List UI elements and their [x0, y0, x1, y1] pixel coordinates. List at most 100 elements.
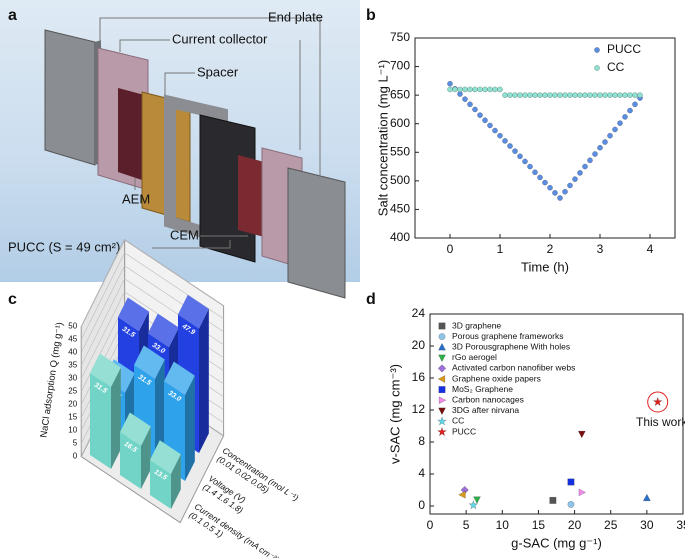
bar-top-shade	[120, 412, 151, 447]
end-plate	[44, 29, 96, 166]
diagram-label: PUCC (S = 49 cm²)	[8, 239, 120, 254]
bar-top	[90, 353, 121, 388]
data-point	[467, 86, 473, 93]
legend-label: PUCC	[607, 42, 641, 56]
bar-top	[150, 440, 181, 474]
bar	[120, 412, 151, 489]
y-axis-label: v-SAC (mg cm⁻³)	[387, 364, 402, 464]
bar-side-shade	[171, 454, 181, 509]
data-point	[597, 92, 603, 98]
data-point	[462, 96, 468, 102]
bar-top-shade	[164, 361, 195, 396]
data-point	[602, 92, 608, 98]
y-tick-label: 16	[412, 370, 426, 384]
x-axis-label: g-SAC (mg g⁻¹)	[511, 535, 602, 550]
data-point	[567, 500, 575, 508]
data-point	[632, 92, 638, 98]
x-tick-label: 0	[427, 518, 434, 532]
data-point	[627, 92, 633, 98]
legend-marker	[438, 407, 446, 416]
data-point	[473, 496, 481, 504]
x-axis-label: Time (h)	[521, 259, 569, 274]
data-point	[547, 92, 553, 98]
data-point	[592, 92, 598, 98]
data-point	[472, 86, 478, 93]
legend-marker	[438, 342, 446, 351]
data-point	[507, 92, 513, 98]
x-tick-label: 5	[463, 518, 470, 532]
legend-label: 3D Porousgraphene With holes	[452, 341, 570, 351]
data-point	[627, 107, 633, 114]
bar-side	[199, 308, 209, 453]
data-point	[557, 92, 563, 98]
diagram-label: CEM	[170, 227, 199, 242]
data-point	[507, 143, 513, 149]
data-point	[577, 92, 583, 98]
data-point	[462, 86, 468, 93]
data-point	[522, 158, 528, 165]
data-point	[517, 153, 523, 160]
bar-side-shade	[199, 308, 209, 453]
data-point	[537, 174, 543, 181]
y-tick-label: 4	[418, 466, 425, 480]
y-tick-label: 400	[390, 230, 410, 244]
y-tick-label: 8	[418, 434, 425, 448]
data-point	[487, 122, 493, 129]
bar	[150, 440, 181, 509]
legend-label: CC	[452, 416, 464, 426]
data-point	[572, 176, 578, 182]
data-point	[592, 151, 598, 157]
bar	[90, 353, 121, 469]
legend-label: MoS₂ Graphene	[452, 384, 513, 394]
data-point	[607, 92, 613, 98]
bar-top	[148, 313, 179, 348]
leader-line	[152, 240, 231, 249]
legend-label: rGo aerogel	[452, 352, 497, 362]
y-tick-label: 500	[390, 173, 410, 187]
bar-side-shade	[111, 367, 121, 469]
leader-line	[119, 39, 301, 150]
bar-front	[90, 373, 111, 469]
data-point	[457, 86, 463, 93]
data-point	[482, 86, 488, 93]
panel-label: a	[8, 7, 17, 24]
data-point	[642, 493, 651, 502]
end-plate	[287, 167, 346, 299]
data-point	[622, 114, 628, 120]
bar-top-shade	[118, 297, 149, 332]
data-point	[502, 92, 508, 98]
leader-line	[99, 17, 321, 175]
legend-marker	[594, 65, 600, 71]
data-point	[612, 92, 618, 98]
y-tick-label: 20	[412, 338, 426, 352]
data-point	[447, 86, 453, 93]
data-point	[572, 92, 578, 98]
data-point	[557, 195, 563, 201]
data-point	[512, 148, 518, 154]
data-point	[582, 92, 588, 98]
legend-marker	[438, 386, 446, 394]
y-axis-label: Salt concentration (mg L⁻¹)	[375, 60, 390, 216]
legend-marker	[438, 396, 447, 405]
bar-top-shade	[134, 345, 165, 380]
x-tick-label: 35	[676, 518, 685, 532]
z-tick-label: 45	[68, 335, 77, 344]
legend-marker	[437, 364, 447, 373]
x-tick-label: 0	[447, 242, 454, 256]
data-point	[467, 101, 473, 108]
bar-side	[171, 454, 181, 509]
bar-top-shade	[90, 353, 121, 388]
legend-label: 3DG after nirvana	[452, 405, 519, 415]
plot-frame	[414, 37, 676, 239]
panel-label: d	[366, 291, 376, 308]
bar-top-shade	[178, 294, 209, 329]
grid-line	[80, 239, 224, 327]
data-point	[532, 169, 538, 176]
panel-label: b	[366, 7, 376, 24]
legend-label: Carbon nanocages	[452, 394, 524, 404]
legend-marker	[437, 375, 446, 383]
x-tick-label: 30	[640, 518, 654, 532]
data-point	[512, 92, 518, 98]
cem	[238, 155, 268, 238]
bar-top	[178, 294, 209, 329]
